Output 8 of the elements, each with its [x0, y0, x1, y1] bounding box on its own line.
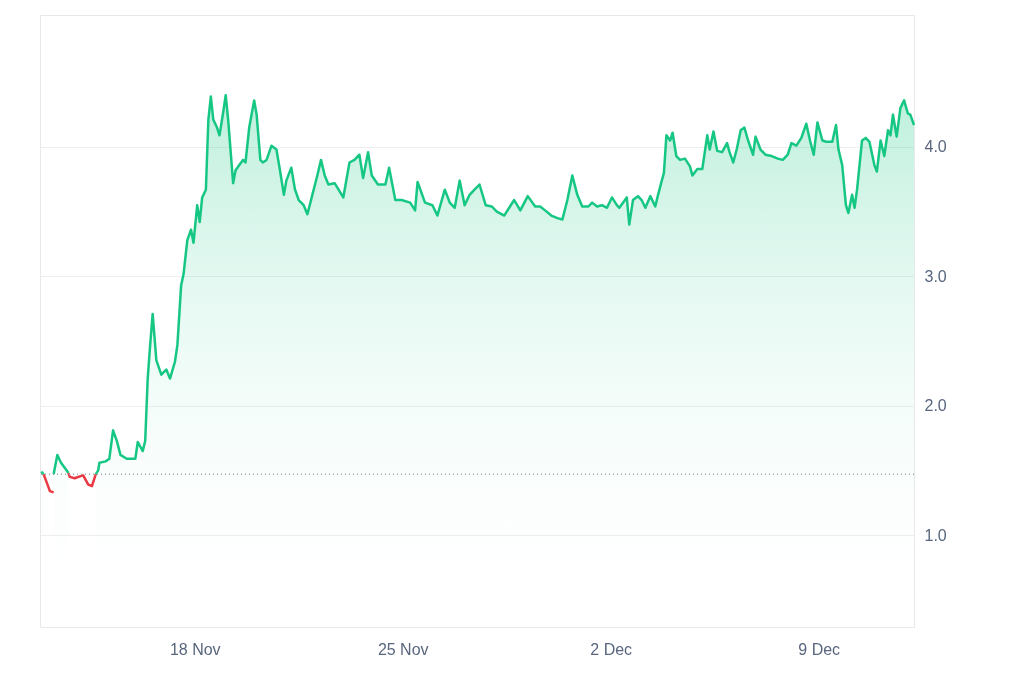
y-tick-label: 2.0	[924, 397, 947, 415]
y-tick-label: 4.0	[924, 138, 947, 156]
x-tick-label: 2 Dec	[590, 640, 633, 658]
y-tick-label: 1.0	[924, 526, 947, 544]
x-tick-label: 9 Dec	[798, 640, 841, 658]
x-tick-label: 25 Nov	[377, 640, 429, 658]
y-tick-label: 3.0	[924, 267, 947, 285]
x-tick-label: 18 Nov	[169, 640, 221, 658]
